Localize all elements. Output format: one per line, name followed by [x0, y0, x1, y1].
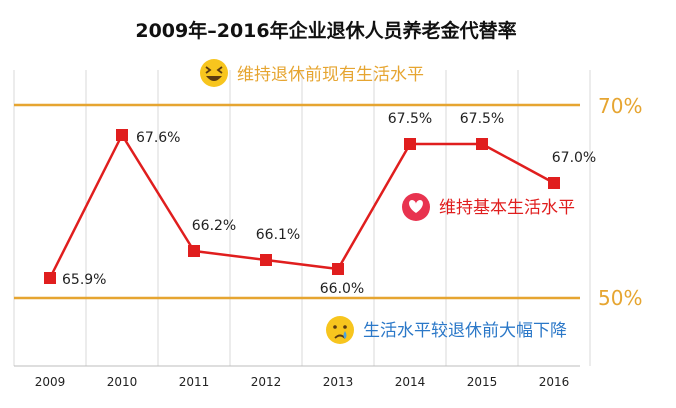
data-markers	[44, 129, 560, 284]
data-point	[332, 263, 344, 275]
data-point	[476, 138, 488, 150]
chart-title: 2009年–2016年企业退休人员养老金代替率	[135, 19, 516, 42]
x-tick-label: 2016	[539, 375, 570, 389]
data-point	[404, 138, 416, 150]
data-labels: 65.9% 67.6% 66.2% 66.1% 66.0% 67.5% 67.5% 67.0%	[62, 111, 596, 297]
x-tick-label: 2009	[35, 375, 66, 389]
data-point	[44, 272, 56, 284]
data-point	[188, 245, 200, 257]
x-tick-label: 2013	[323, 375, 354, 389]
data-label: 67.5%	[460, 111, 504, 127]
data-label: 67.5%	[388, 111, 432, 127]
x-tick-label: 2011	[179, 375, 210, 389]
laughing-emoji-icon	[200, 59, 228, 87]
data-label: 65.9%	[62, 272, 106, 288]
vertical-gridlines	[13, 70, 591, 366]
series-line	[48, 133, 555, 279]
annotation-middle-text: 维持基本生活水平	[439, 198, 575, 218]
data-label: 66.1%	[256, 227, 300, 243]
x-tick-label: 2012	[251, 375, 282, 389]
data-label: 67.0%	[552, 150, 596, 166]
x-tick-label: 2014	[395, 375, 426, 389]
reference-label-50: 50%	[598, 286, 642, 310]
x-tick-label: 2015	[467, 375, 498, 389]
data-point	[116, 129, 128, 141]
data-point	[260, 254, 272, 266]
crying-emoji-icon	[326, 316, 354, 344]
data-label: 66.2%	[192, 218, 236, 234]
data-label: 67.6%	[136, 130, 180, 146]
annotation-bottom-text: 生活水平较退休前大幅下降	[363, 321, 567, 341]
data-point	[548, 177, 560, 189]
x-tick-label: 2010	[107, 375, 138, 389]
data-label: 66.0%	[320, 281, 364, 297]
reference-label-70: 70%	[598, 94, 642, 118]
x-tick-labels: 2009 2010 2011 2012 2013 2014 2015 2016	[35, 375, 570, 389]
annotation-top-text: 维持退休前现有生活水平	[237, 65, 424, 85]
heart-icon	[402, 193, 430, 221]
